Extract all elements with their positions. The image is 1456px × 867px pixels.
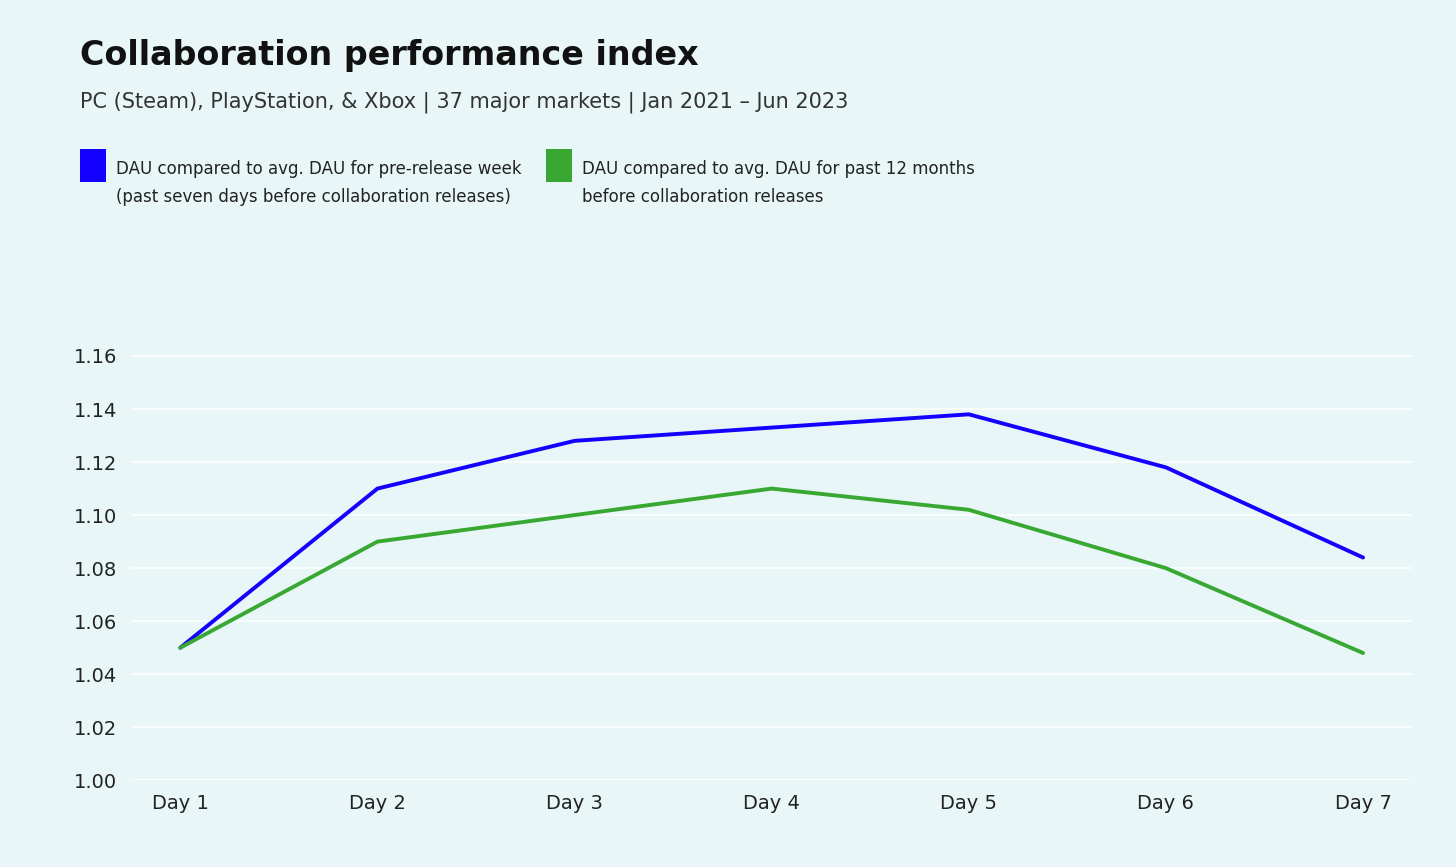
Text: DAU compared to avg. DAU for past 12 months: DAU compared to avg. DAU for past 12 mon… (582, 160, 976, 179)
Text: before collaboration releases: before collaboration releases (582, 188, 824, 206)
Text: (past seven days before collaboration releases): (past seven days before collaboration re… (116, 188, 511, 206)
Text: PC (Steam), PlayStation, & Xbox | 37 major markets | Jan 2021 – Jun 2023: PC (Steam), PlayStation, & Xbox | 37 maj… (80, 91, 849, 113)
Text: Collaboration performance index: Collaboration performance index (80, 39, 699, 72)
Text: DAU compared to avg. DAU for pre-release week: DAU compared to avg. DAU for pre-release… (116, 160, 523, 179)
